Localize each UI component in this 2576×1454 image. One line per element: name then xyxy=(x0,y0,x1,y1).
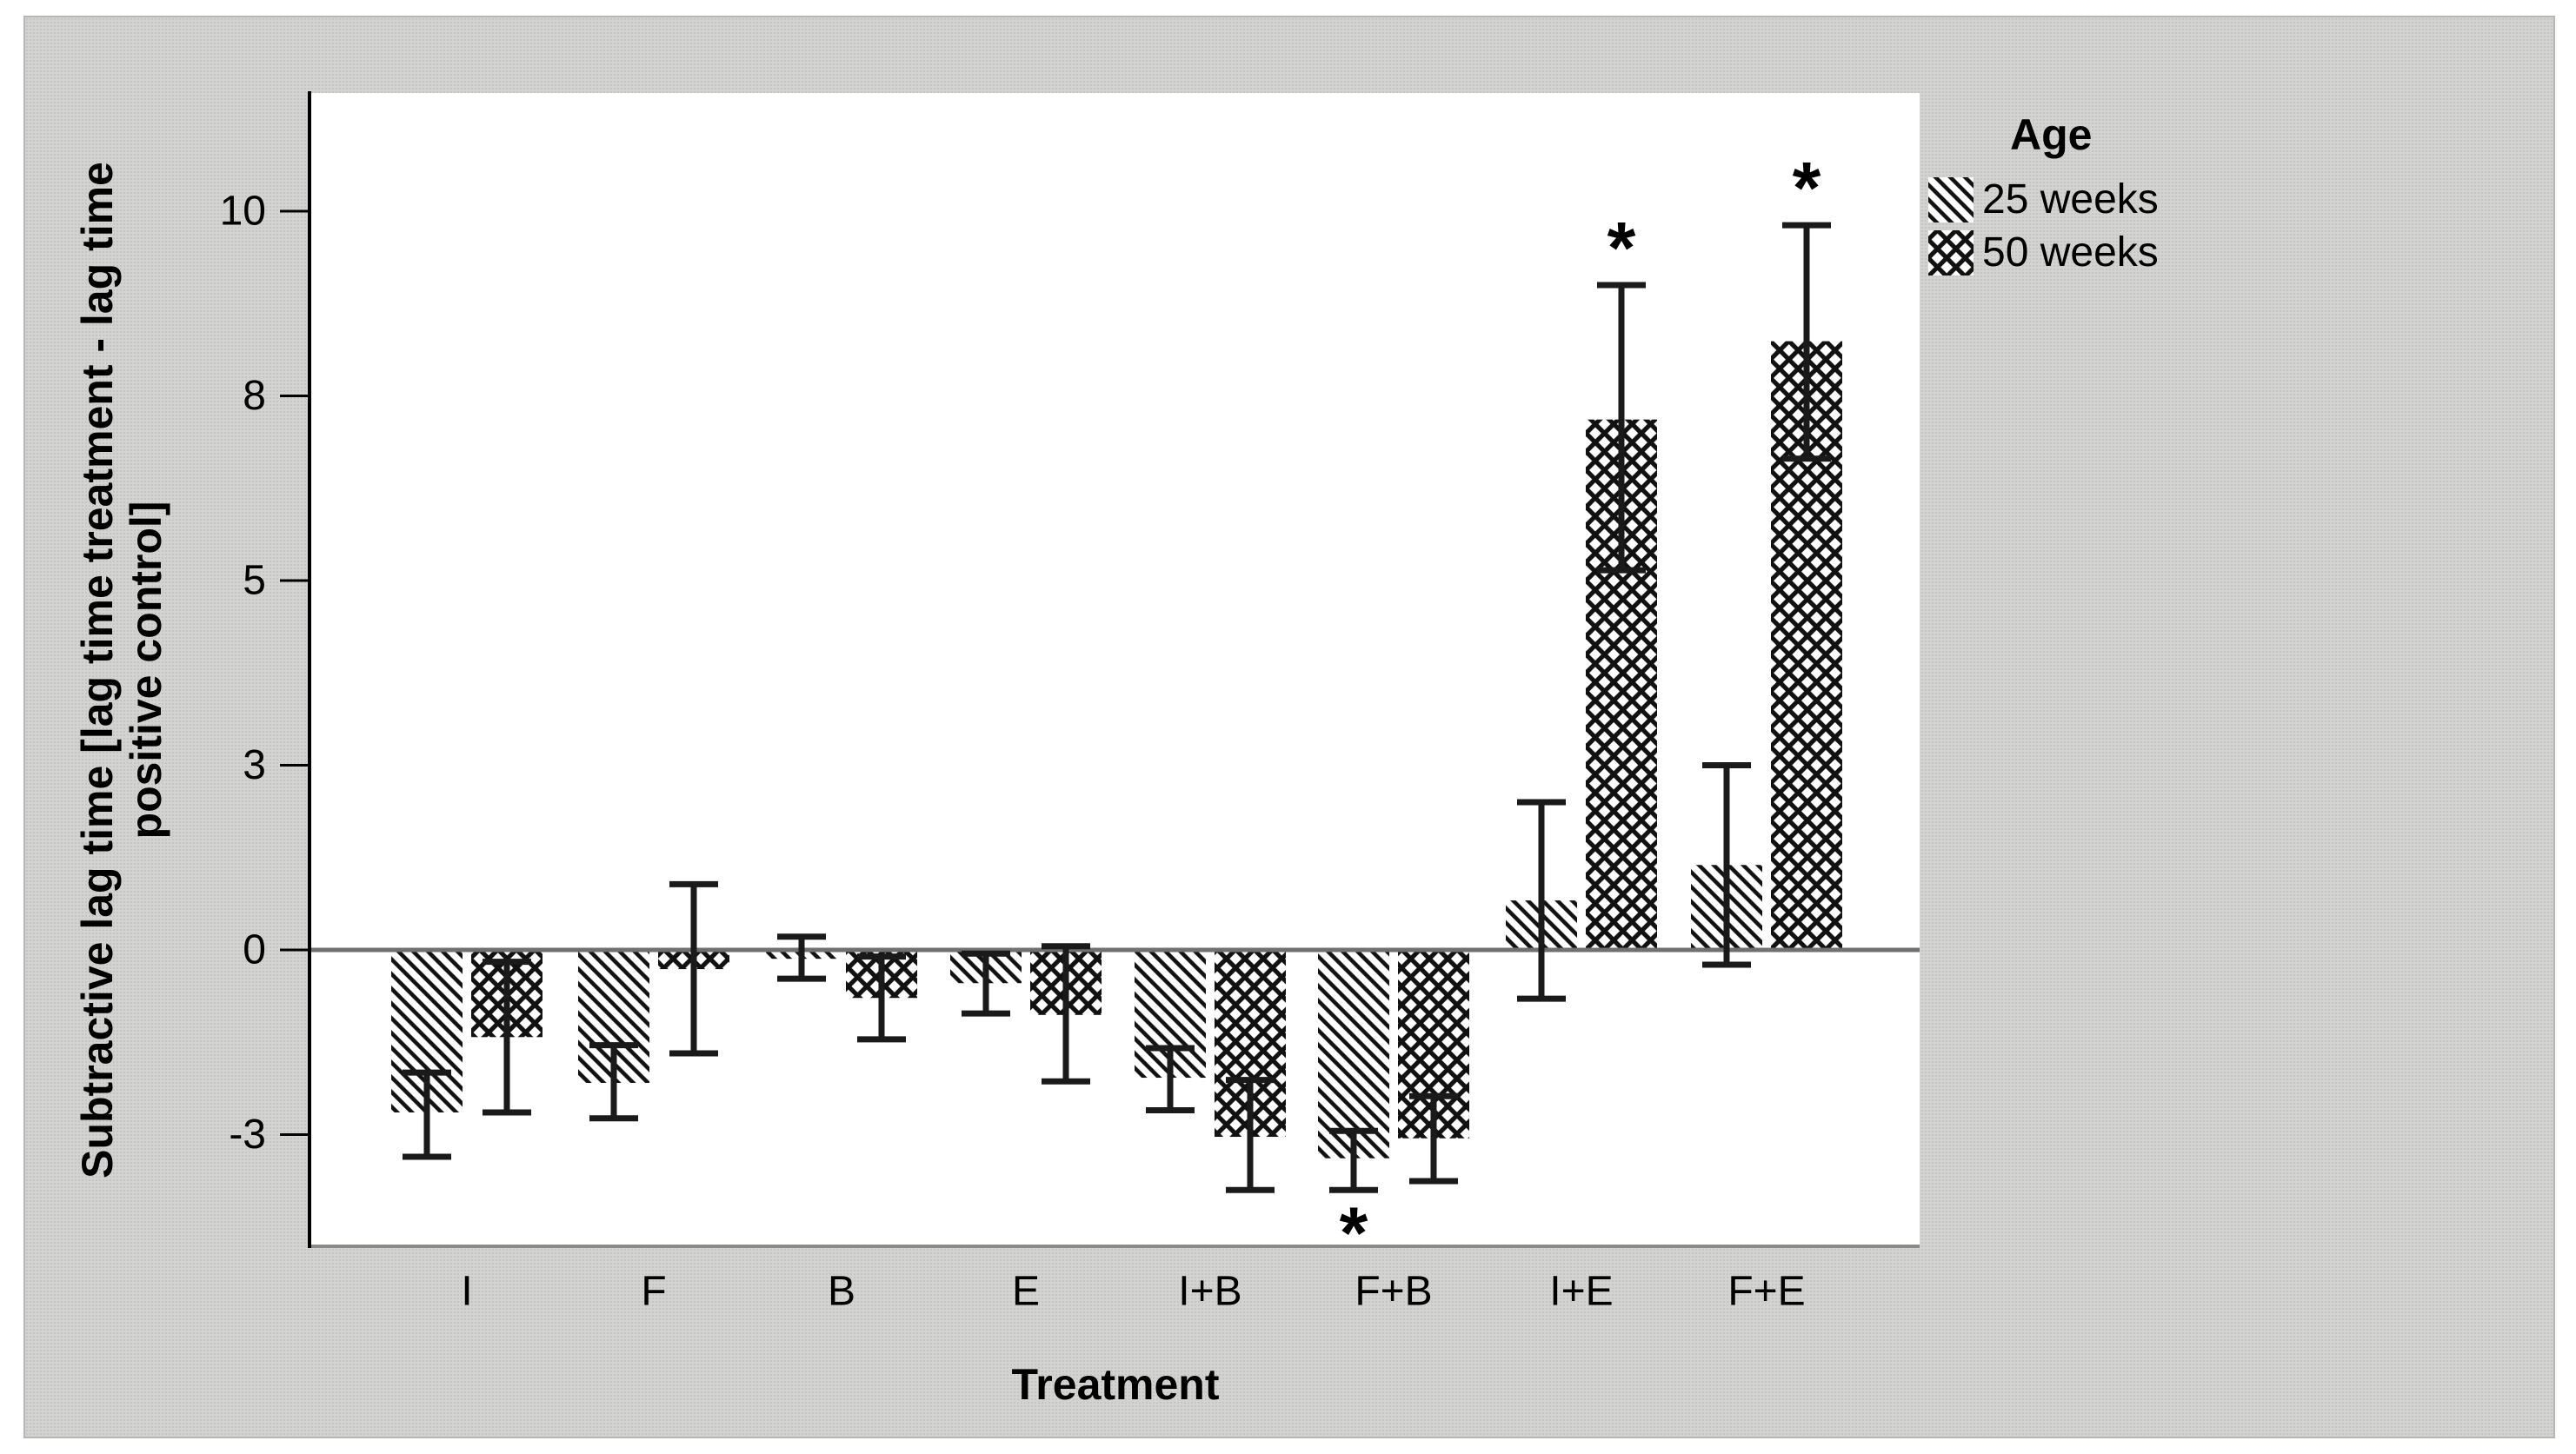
error-bar-F+E-50-weeks xyxy=(1782,222,1831,462)
legend-swatch-diagonal-hatch-icon xyxy=(1928,177,1974,222)
x-category-label-B: B xyxy=(828,1269,855,1315)
error-bar-F+E-25-weeks xyxy=(1702,762,1751,968)
error-bar-I-25-weeks xyxy=(403,1069,451,1160)
x-category-label-I+B: I+B xyxy=(1178,1269,1241,1315)
legend-label-25-weeks: 25 weeks xyxy=(1982,176,2159,222)
y-tick-label-3: 3 xyxy=(243,742,266,788)
legend-item-25-weeks: 25 weeks xyxy=(1928,177,2159,222)
x-axis-title: Treatment xyxy=(1011,1360,1220,1409)
y-axis-title-line-2: positive control] xyxy=(122,501,170,840)
x-category-label-I: I xyxy=(461,1269,472,1315)
x-category-label-F+E: F+E xyxy=(1727,1269,1805,1315)
y-tick-label-10: 10 xyxy=(220,189,266,235)
x-category-label-E: E xyxy=(1012,1269,1040,1315)
y-axis-title-line-1: Subtractive lag time [lag time treatment… xyxy=(73,162,122,1178)
significance-asterisk-F+E: * xyxy=(1793,147,1821,229)
x-category-label-F: F xyxy=(641,1269,666,1315)
plot-area xyxy=(310,93,1920,1245)
y-tick-label--3: -3 xyxy=(229,1112,266,1158)
error-bar-E-25-weeks xyxy=(962,950,1010,1017)
legend-swatch-cross-hatch-icon xyxy=(1928,230,1974,276)
y-axis-title: Subtractive lag time [lag time treatment… xyxy=(73,17,170,1324)
legend: 25 weeks 50 weeks xyxy=(1928,177,2159,283)
bar-F+B-25-weeks xyxy=(1318,950,1389,1159)
error-bar-I+E-50-weeks xyxy=(1597,282,1646,574)
error-bar-I+E-25-weeks xyxy=(1517,799,1566,1002)
error-bar-E-50-weeks xyxy=(1042,943,1090,1085)
y-tick-label-5: 5 xyxy=(243,558,266,604)
error-bar-F-50-weeks xyxy=(669,880,718,1057)
error-bar-I+B-25-weeks xyxy=(1146,1045,1195,1113)
error-bar-F+B-50-weeks xyxy=(1409,1092,1458,1185)
x-category-label-I+E: I+E xyxy=(1549,1269,1613,1315)
y-tick-label-8: 8 xyxy=(243,373,266,419)
error-bar-I+B-50-weeks xyxy=(1226,1077,1275,1193)
significance-asterisk-F+B: * xyxy=(1340,1192,1368,1273)
error-bar-I-50-weeks xyxy=(483,959,531,1116)
x-category-label-F+B: F+B xyxy=(1355,1269,1432,1315)
significance-asterisk-I+E: * xyxy=(1608,207,1636,289)
error-bar-B-50-weeks xyxy=(857,953,906,1043)
legend-title: Age xyxy=(2010,110,2093,159)
error-bar-F+B-25-weeks xyxy=(1329,1127,1378,1193)
legend-item-50-weeks: 50 weeks xyxy=(1928,230,2159,276)
error-bar-B-25-weeks xyxy=(777,933,826,982)
error-bar-F-25-weeks xyxy=(589,1042,638,1122)
legend-label-50-weeks: 50 weeks xyxy=(1982,229,2159,276)
y-tick-label-0: 0 xyxy=(243,927,266,973)
